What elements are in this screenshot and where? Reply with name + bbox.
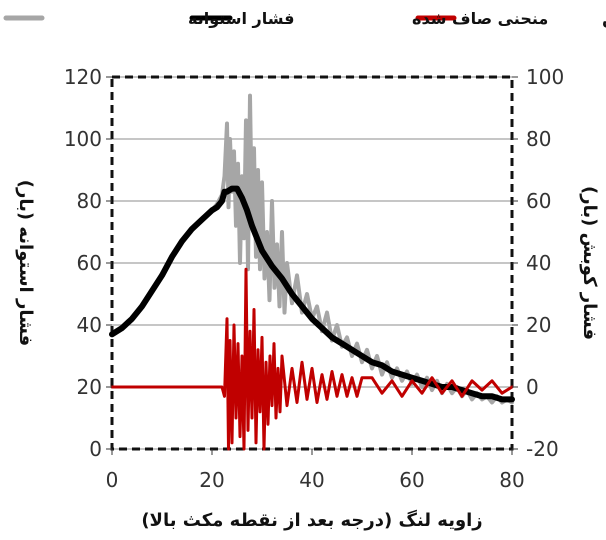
x-tick-label: 60 — [399, 468, 424, 492]
legend-item-smoothed-label: منحنی صاف شده — [412, 9, 548, 28]
right-tick-label: 40 — [526, 251, 551, 275]
x-tick-label: 0 — [106, 468, 119, 492]
x-tick-label: 40 — [299, 468, 324, 492]
legend: منحنی فشار کوبش منحنی صاف شده فشار استوانه — [3, 9, 606, 28]
knock-pressure-line — [110, 267, 514, 451]
x-tick-label: 20 — [199, 468, 224, 492]
right-tick-label: 20 — [526, 313, 551, 337]
left-axis-title: فشار استوانه (بار) — [15, 180, 36, 346]
x-axis-ticks: 0 20 40 60 80 — [106, 449, 525, 492]
left-axis-ticks: 0 20 40 60 80 100 120 — [64, 65, 112, 461]
cylinder-pressure-line — [110, 93, 514, 405]
x-axis-title: زاویه لنگ (درجه بعد از نقطه مکث بالا) — [141, 509, 482, 531]
legend-item-knock-label: منحنی فشار کوبش — [602, 9, 606, 28]
left-tick-label: 120 — [64, 65, 102, 89]
right-tick-label: 80 — [526, 127, 551, 151]
right-tick-label: 0 — [526, 375, 539, 399]
right-axis-ticks: -20 0 20 40 60 80 100 — [512, 65, 564, 461]
right-tick-label: 100 — [526, 65, 564, 89]
right-tick-label: -20 — [526, 437, 559, 461]
left-tick-label: 40 — [77, 313, 102, 337]
left-tick-label: 60 — [77, 251, 102, 275]
left-tick-label: 80 — [77, 189, 102, 213]
right-axis-title: فشار کوبش (بار) — [579, 186, 600, 340]
left-tick-label: 0 — [89, 437, 102, 461]
series-layer — [109, 93, 515, 451]
left-tick-label: 100 — [64, 127, 102, 151]
left-tick-label: 20 — [77, 375, 102, 399]
right-tick-label: 60 — [526, 189, 551, 213]
legend-item-cylinder-label: فشار استوانه — [188, 9, 295, 28]
x-tick-label: 80 — [499, 468, 524, 492]
